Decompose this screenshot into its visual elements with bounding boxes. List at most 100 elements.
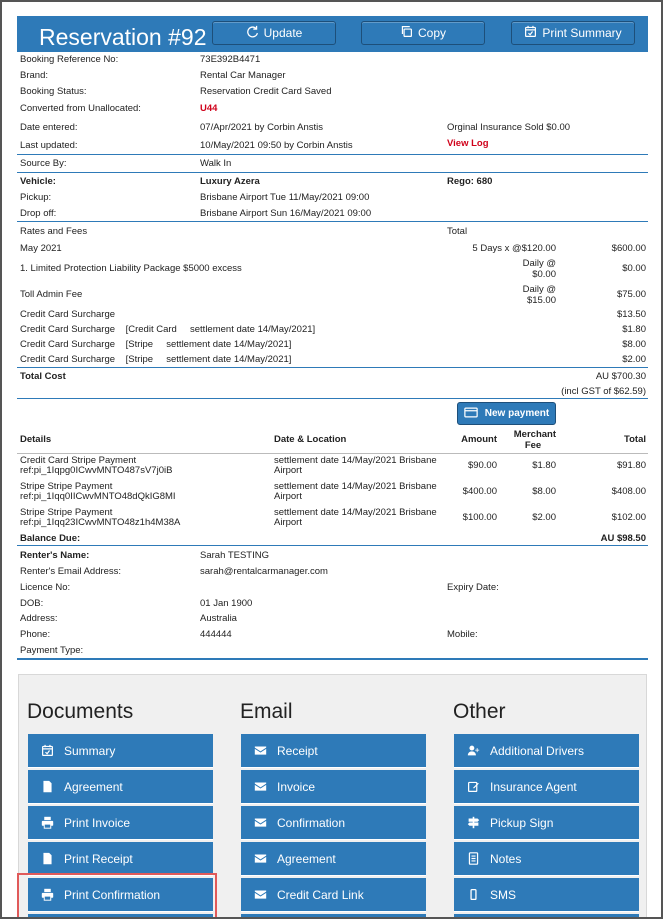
rate-name: Credit Card Surcharge (20, 309, 116, 320)
rate-total: $1.80 (622, 324, 646, 335)
last-updated-label: Last updated: (20, 140, 78, 151)
page-title: Reservation #92 (39, 24, 207, 50)
highlight-box (17, 873, 217, 917)
button-label: Agreement (64, 779, 123, 794)
address-label: Address: (20, 613, 58, 624)
divider (17, 658, 648, 660)
calendar-check-icon (524, 25, 537, 41)
envelope-icon (253, 780, 267, 794)
rate-total: $0.00 (622, 263, 646, 274)
envelope-icon (253, 888, 267, 902)
additional-drivers-button[interactable]: Additional Drivers (454, 734, 639, 768)
other-next-button[interactable] (454, 914, 639, 917)
phone-value: 444444 (200, 629, 232, 640)
button-label: Invoice (277, 779, 316, 794)
pickup-value: Brisbane Airport Tue 11/May/2021 09:00 (200, 192, 370, 203)
vehicle-value: Luxury Azera (200, 176, 260, 187)
rate-line: Toll Admin Fee Daily @ $15.00 $75.00 (20, 284, 648, 308)
edit-icon (466, 780, 480, 794)
divider (17, 154, 648, 155)
balance-due-label: Balance Due: (20, 533, 81, 544)
print-receipt-button[interactable]: Print Receipt (28, 842, 213, 876)
new-payment-label: New payment (484, 408, 550, 419)
merchant-fee-header: Fee (524, 440, 542, 451)
envelope-icon (253, 744, 267, 758)
reservation-header: Reservation #92 Update Copy Print Summar… (17, 16, 648, 52)
email-next-button[interactable] (241, 914, 426, 917)
original-insurance-text: Orginal Insurance Sold $0.00 (447, 122, 571, 133)
dob-label: DOB: (20, 598, 44, 609)
payment-amount: $400.00 (462, 486, 497, 497)
calendar-check-icon (40, 744, 54, 758)
payment-detail: Stripe Stripe Payment (20, 481, 113, 492)
rego-text: Rego: 680 (447, 176, 493, 187)
envelope-icon (253, 816, 267, 830)
credit-card-icon (464, 407, 478, 421)
payment-fee: $8.00 (532, 486, 556, 497)
rates-heading: Rates and Fees (20, 226, 88, 237)
payment-location: Airport (274, 517, 302, 528)
mobile-label: Mobile: (447, 629, 478, 640)
insurance-agent-button[interactable]: Insurance Agent (454, 770, 639, 804)
view-log-link[interactable]: View Log (447, 138, 489, 149)
merchant-fee-header: Merchant (513, 429, 556, 440)
button-label: Print Confirmation (64, 887, 161, 902)
total-cost-label: Total Cost (20, 371, 66, 382)
file-icon (40, 780, 54, 794)
copy-button[interactable]: Copy (361, 21, 485, 45)
other-heading: Other (453, 700, 506, 723)
divider (17, 172, 648, 173)
phone-label: Phone: (20, 629, 51, 640)
expiry-label: Expiry Date: (447, 582, 499, 593)
print-summary-button[interactable]: Print Summary (511, 21, 635, 45)
email-receipt-button[interactable]: Receipt (241, 734, 426, 768)
new-payment-button[interactable]: New payment (457, 402, 556, 425)
dob-value: 01 Jan 1900 (200, 598, 253, 609)
update-label: Update (263, 26, 303, 40)
pickup-sign-button[interactable]: Pickup Sign (454, 806, 639, 840)
button-label: Insurance Agent (490, 779, 577, 794)
rate-qty: Daily @ (522, 284, 556, 295)
update-button[interactable]: Update (212, 21, 336, 45)
date-location-header: Date & Location (274, 434, 347, 445)
documents-agreement-button[interactable]: Agreement (28, 770, 213, 804)
sms-button[interactable]: SMS (454, 878, 639, 912)
payment-detail: Credit Card Stripe Payment (20, 455, 137, 466)
source-value: Walk In (200, 158, 232, 169)
email-invoice-button[interactable]: Invoice (241, 770, 426, 804)
payment-row: Credit Card Stripe Payment ref:pi_1Iqpg0… (20, 455, 648, 481)
booking-ref-label: Booking Reference No: (20, 54, 119, 65)
rate-qty: Daily @ (522, 258, 556, 269)
print-invoice-button[interactable]: Print Invoice (28, 806, 213, 840)
rate-name: Credit Card Surcharge [Stripe settlement… (20, 339, 292, 350)
renter-name-label: Renter's Name: (20, 550, 90, 561)
notes-button[interactable]: Notes (454, 842, 639, 876)
dropoff-value: Brisbane Airport Sun 16/May/2021 09:00 (200, 208, 372, 219)
print-confirmation-button[interactable]: Print Confirmation (28, 878, 213, 912)
payment-type-label: Payment Type: (20, 645, 84, 656)
rate-name: Toll Admin Fee (20, 289, 83, 300)
converted-label: Converted from Unallocated: (20, 103, 141, 114)
rate-total: $600.00 (611, 243, 646, 254)
button-label: Receipt (277, 743, 318, 758)
user-plus-icon (466, 744, 480, 758)
email-heading: Email (240, 700, 293, 723)
payment-amount: $100.00 (462, 512, 497, 523)
total-cost-value: AU $700.30 (595, 371, 646, 382)
payment-location: settlement date 14/May/2021 Brisbane (274, 481, 437, 492)
status-label: Booking Status: (20, 86, 87, 97)
rate-qty: $0.00 (532, 269, 556, 280)
rate-total: $13.50 (616, 309, 646, 320)
email-agreement-button[interactable]: Agreement (241, 842, 426, 876)
renter-email-label: Renter's Email Address: (20, 566, 122, 577)
email-credit-card-link-button[interactable]: Credit Card Link (241, 878, 426, 912)
brand-value: Rental Car Manager (200, 70, 286, 81)
email-confirmation-button[interactable]: Confirmation (241, 806, 426, 840)
documents-next-button[interactable] (28, 914, 213, 917)
source-label: Source By: (20, 158, 67, 169)
button-label: Agreement (277, 851, 336, 866)
converted-link[interactable]: U44 (200, 103, 218, 114)
button-label: Additional Drivers (490, 743, 585, 758)
documents-summary-button[interactable]: Summary (28, 734, 213, 768)
payment-location: settlement date 14/May/2021 Brisbane (274, 507, 437, 518)
